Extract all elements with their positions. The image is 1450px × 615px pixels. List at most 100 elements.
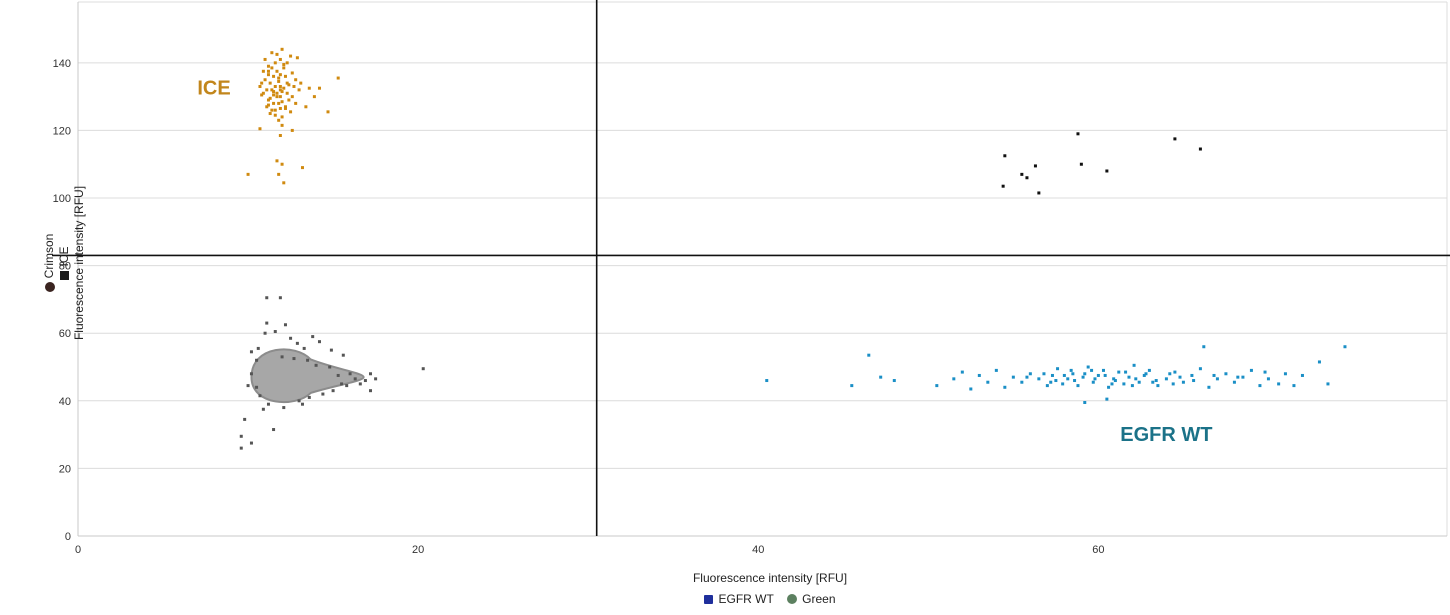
data-point (1110, 382, 1114, 386)
x-tick-label: 60 (1092, 544, 1104, 556)
data-point (283, 74, 287, 78)
data-point (345, 384, 349, 388)
legend-entry-green[interactable]: Green (787, 592, 836, 606)
data-point (283, 106, 287, 110)
annotation-ice: ICE (197, 77, 230, 99)
data-point (307, 395, 311, 399)
x-tick-label: 0 (75, 544, 81, 556)
data-point (1101, 368, 1105, 372)
data-point (1056, 367, 1060, 371)
data-point (270, 51, 274, 55)
y-tick-label: 40 (59, 396, 71, 408)
tick-labels: 0 20 40 60 80 100 120 140 0 20 40 60 (53, 58, 1105, 556)
y-axis-label-text: Fluorescence intensity [RFU] (72, 185, 86, 341)
data-point (278, 73, 282, 77)
data-point (282, 63, 286, 67)
data-point (265, 88, 269, 92)
data-point (277, 101, 281, 105)
points-layer (239, 47, 1347, 450)
data-point (1076, 132, 1080, 136)
data-point (1130, 384, 1134, 388)
data-point (1037, 191, 1041, 195)
data-point (1079, 162, 1083, 166)
data-point (1147, 368, 1151, 372)
axes (77, 2, 1447, 537)
data-point (266, 73, 270, 77)
data-point (249, 372, 253, 376)
data-point (295, 56, 299, 60)
data-point (282, 406, 286, 410)
data-point (266, 98, 270, 102)
data-point (300, 402, 304, 406)
data-point (1045, 384, 1049, 388)
data-point (285, 91, 289, 95)
data-point (280, 355, 284, 359)
data-point (1081, 375, 1085, 379)
egfr-wt-square-icon (704, 595, 714, 604)
data-point (1037, 377, 1041, 381)
data-point (340, 382, 344, 386)
data-point (266, 69, 270, 73)
data-point (272, 90, 276, 94)
data-point (282, 66, 286, 70)
data-point (1083, 372, 1087, 376)
data-point (1049, 380, 1053, 384)
data-point (249, 441, 253, 445)
data-point (263, 78, 267, 82)
data-point (353, 377, 357, 381)
data-point (266, 103, 270, 107)
data-point (265, 296, 269, 300)
data-point (277, 76, 281, 80)
data-point (317, 86, 321, 90)
data-point (302, 346, 306, 350)
data-point (314, 363, 318, 367)
x-tick-label: 40 (752, 544, 764, 556)
data-point (1215, 377, 1219, 381)
y-tick-label: 20 (59, 463, 71, 475)
data-point (1164, 377, 1168, 381)
data-point (255, 358, 259, 362)
data-point (358, 382, 362, 386)
data-point (1042, 372, 1046, 376)
series-double-positive (1001, 132, 1202, 195)
data-point (1107, 385, 1111, 389)
data-point (275, 52, 279, 56)
y-tick-label: 80 (59, 261, 71, 273)
data-point (300, 166, 304, 170)
data-point (282, 181, 286, 185)
data-point (1151, 380, 1155, 384)
data-point (363, 379, 367, 383)
data-point (326, 110, 330, 114)
data-point (1171, 382, 1175, 386)
data-point (1266, 377, 1270, 381)
data-point (1117, 370, 1121, 374)
data-point (867, 353, 871, 357)
data-point (879, 375, 883, 379)
data-point (1122, 382, 1126, 386)
data-point (297, 88, 301, 92)
y-tick-label: 120 (53, 125, 71, 137)
data-point (263, 331, 267, 335)
data-point (275, 91, 279, 95)
data-point (1178, 375, 1182, 379)
data-point (307, 86, 311, 90)
legend-label-egfr-wt: EGFR WT (718, 592, 774, 606)
data-point (1020, 172, 1024, 176)
data-point (1173, 370, 1177, 374)
data-point (272, 74, 276, 78)
data-point (290, 128, 294, 132)
data-point (278, 106, 282, 110)
data-point (331, 389, 335, 393)
data-point (1317, 360, 1321, 364)
data-point (246, 172, 250, 176)
data-point (289, 336, 293, 340)
data-point (1190, 373, 1194, 377)
data-point (1011, 375, 1015, 379)
data-point (277, 79, 281, 83)
legend-entry-egfr-wt[interactable]: EGFR WT (704, 592, 774, 606)
data-point (273, 113, 277, 117)
data-point (1086, 365, 1090, 369)
data-point (1066, 377, 1070, 381)
data-point (265, 105, 269, 109)
